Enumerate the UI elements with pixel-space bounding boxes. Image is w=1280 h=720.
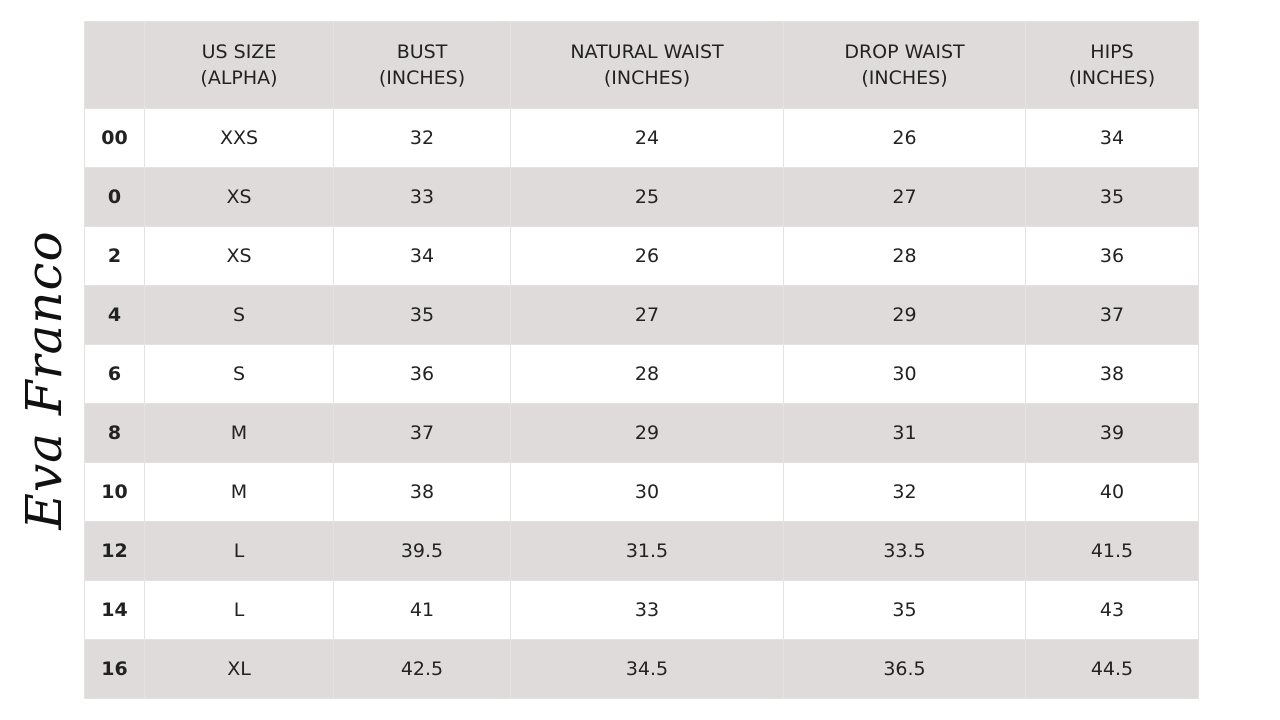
table-cell: 30 [783, 344, 1026, 404]
header-cell: DROP WAIST (INCHES) [783, 21, 1026, 109]
table-cell: 33 [333, 167, 511, 227]
table-cell: 34 [333, 226, 511, 286]
table-cell: 35 [1025, 167, 1199, 227]
size-cell: 2 [84, 226, 145, 286]
table-cell: 28 [783, 226, 1026, 286]
table-cell: 28 [510, 344, 784, 404]
table-cell: 24 [510, 108, 784, 168]
header-line: HIPS [1090, 41, 1134, 63]
table-cell: 33 [510, 580, 784, 640]
table-cell: 41.5 [1025, 521, 1199, 581]
table-row: 14 L 41 33 35 43 [84, 580, 1199, 640]
table-row: 2 XS 34 26 28 36 [84, 226, 1199, 286]
size-chart: US SIZE (ALPHA) BUST (INCHES) NATURAL WAIST (… [84, 21, 1199, 699]
header-cell: HIPS (INCHES) [1025, 21, 1199, 109]
table-cell: 39.5 [333, 521, 511, 581]
table-cell: 31 [783, 403, 1026, 463]
size-cell: 00 [84, 108, 145, 168]
table-cell: M [144, 462, 334, 522]
header-line: NATURAL WAIST [570, 41, 724, 63]
table-cell: 29 [783, 285, 1026, 345]
table-row: 6 S 36 28 30 38 [84, 344, 1199, 404]
table-cell: 30 [510, 462, 784, 522]
table-cell: S [144, 285, 334, 345]
table-cell: 34 [1025, 108, 1199, 168]
table-cell: 32 [783, 462, 1026, 522]
header-cell [84, 21, 145, 109]
table-row: 16 XL 42.5 34.5 36.5 44.5 [84, 639, 1199, 699]
size-cell: 10 [84, 462, 145, 522]
header-line: (INCHES) [1068, 67, 1156, 89]
table-row: 12 L 39.5 31.5 33.5 41.5 [84, 521, 1199, 581]
table-cell: 42.5 [333, 639, 511, 699]
table-cell: 38 [1025, 344, 1199, 404]
header-cell: US SIZE (ALPHA) [144, 21, 334, 109]
table-cell: 34.5 [510, 639, 784, 699]
header-line: (ALPHA) [200, 67, 278, 89]
size-cell: 12 [84, 521, 145, 581]
table-cell: XXS [144, 108, 334, 168]
table-cell: 26 [510, 226, 784, 286]
table-cell: 27 [783, 167, 1026, 227]
table-cell: 33.5 [783, 521, 1026, 581]
table-cell: 36.5 [783, 639, 1026, 699]
table-cell: XS [144, 226, 334, 286]
header-line: DROP WAIST [844, 41, 965, 63]
table-row: 8 M 37 29 31 39 [84, 403, 1199, 463]
size-cell: 16 [84, 639, 145, 699]
table-cell: XS [144, 167, 334, 227]
size-cell: 14 [84, 580, 145, 640]
table-cell: 44.5 [1025, 639, 1199, 699]
header-line: (INCHES) [378, 67, 466, 89]
table-cell: 43 [1025, 580, 1199, 640]
table-cell: S [144, 344, 334, 404]
table-row: 10 M 38 30 32 40 [84, 462, 1199, 522]
table-row: 4 S 35 27 29 37 [84, 285, 1199, 345]
table-row: 0 XS 33 25 27 35 [84, 167, 1199, 227]
table-cell: 25 [510, 167, 784, 227]
table-cell: 26 [783, 108, 1026, 168]
header-line: (INCHES) [603, 67, 691, 89]
header-line: (INCHES) [861, 67, 948, 89]
table-cell: 40 [1025, 462, 1199, 522]
table-cell: 36 [333, 344, 511, 404]
header-row: US SIZE (ALPHA) BUST (INCHES) NATURAL WAIST (… [84, 21, 1199, 109]
table-cell: 37 [333, 403, 511, 463]
table-cell: XL [144, 639, 334, 699]
table-cell: 38 [333, 462, 511, 522]
table-cell: 27 [510, 285, 784, 345]
table-cell: 36 [1025, 226, 1199, 286]
table-cell: M [144, 403, 334, 463]
table-cell: 32 [333, 108, 511, 168]
header-line: BUST [396, 41, 448, 63]
table-cell: 29 [510, 403, 784, 463]
table-cell: 37 [1025, 285, 1199, 345]
header-cell: BUST (INCHES) [333, 21, 511, 109]
table-cell: 41 [333, 580, 511, 640]
header-line: US SIZE [201, 41, 277, 63]
table-cell: L [144, 580, 334, 640]
table-cell: 31.5 [510, 521, 784, 581]
table-cell: 39 [1025, 403, 1199, 463]
size-cell: 4 [84, 285, 145, 345]
table-cell: L [144, 521, 334, 581]
size-cell: 0 [84, 167, 145, 227]
table-row: 00 XXS 32 24 26 34 [84, 108, 1199, 168]
header-cell: NATURAL WAIST (INCHES) [510, 21, 784, 109]
brand-logo: Eva Franco [15, 230, 73, 530]
size-cell: 6 [84, 344, 145, 404]
table-cell: 35 [333, 285, 511, 345]
size-cell: 8 [84, 403, 145, 463]
table-cell: 35 [783, 580, 1026, 640]
